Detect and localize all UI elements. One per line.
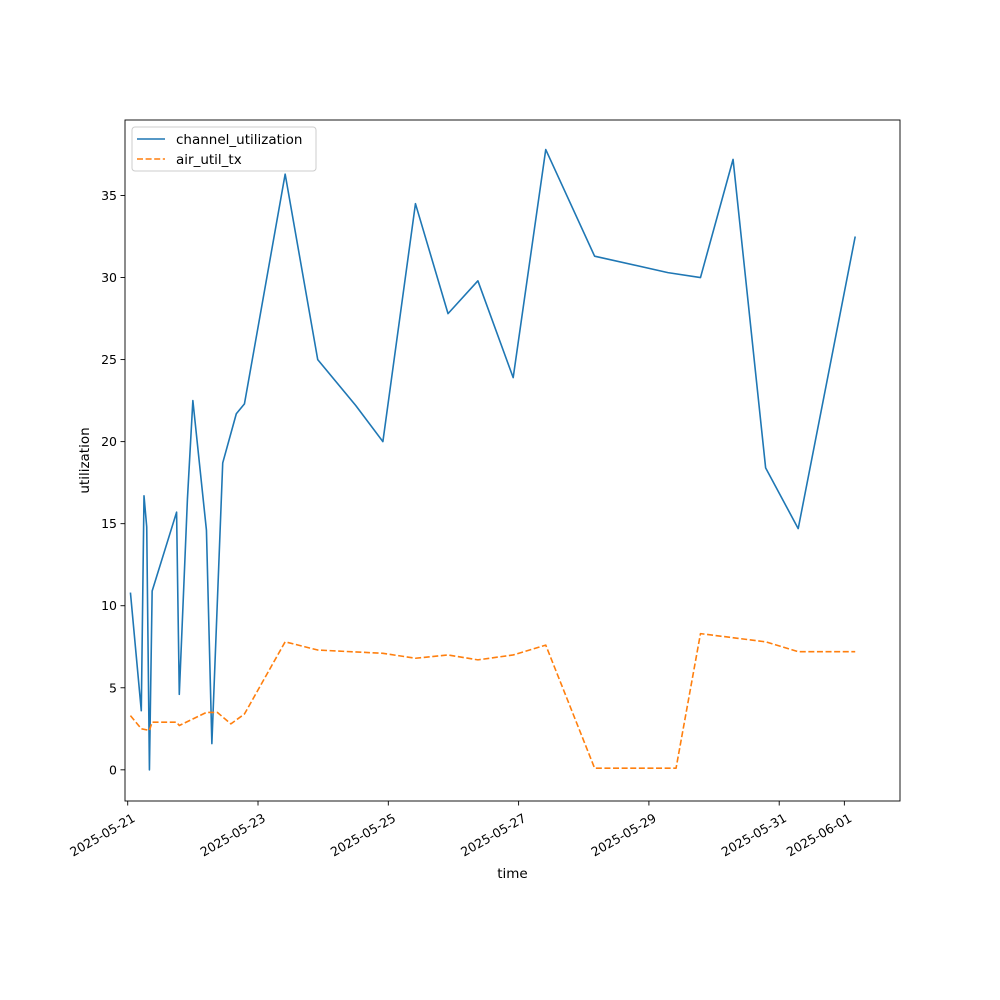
y-axis-title: utilization [77,427,93,493]
legend-box [131,126,317,172]
y-tick-label: 25 [101,352,117,367]
y-tick-label: 30 [101,270,117,285]
y-tick-label: 0 [109,762,117,777]
axes-layer: 0 5 10 15 20 25 30 35 2025-05-21 2025-05-23 2025-0… [67,119,901,860]
x-tick-label: 2025-05-27 [458,810,528,859]
plot-frame [124,119,901,802]
x-tick-label: 2025-05-23 [197,810,267,859]
y-tick-label: 20 [101,434,117,449]
x-tick-label: 2025-05-21 [67,810,137,859]
y-tick-label: 5 [109,680,117,695]
x-tick-label: 2025-05-31 [719,810,789,859]
y-tick-label: 10 [101,598,117,613]
series-line-channel_utilization [129,148,856,771]
y-tick-label: 35 [101,188,117,203]
x-tick-label: 2025-06-01 [784,810,854,859]
series-line-air_util_tx [129,632,856,769]
x-tick-label: 2025-05-29 [588,810,658,859]
x-axis-title: time [497,866,528,882]
legend-label-air_util_tx: air_util_tx [176,152,242,168]
x-tick-label: 2025-05-25 [328,810,398,859]
legend-label-channel_utilization: channel_utilization [176,132,303,148]
y-tick-label: 15 [101,516,117,531]
series-layer [129,148,856,771]
legend: channel_utilization air_util_tx [131,126,317,172]
